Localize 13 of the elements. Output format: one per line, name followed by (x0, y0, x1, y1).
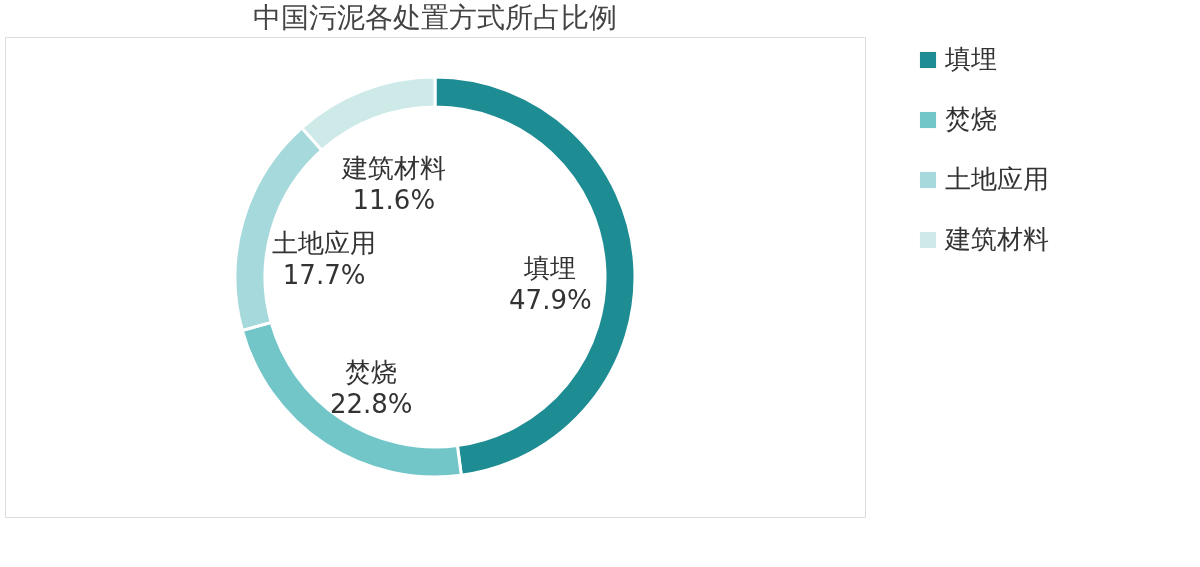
slice-label: 填埋 (523, 253, 577, 284)
slice-label: 建筑材料 (340, 152, 446, 183)
slice-label: 焚烧 (345, 357, 398, 388)
data-label: 22.8% (329, 389, 413, 420)
data-label: 11.6% (352, 184, 436, 215)
legend-label: 土地应用 (945, 164, 1049, 194)
data-label: 47.9% (509, 285, 592, 316)
chart-title: 中国污泥各处置方式所占比例 (253, 1, 617, 34)
legend-label: 建筑材料 (944, 224, 1049, 254)
legend-label: 焚烧 (945, 104, 997, 134)
data-label: 17.7% (282, 260, 366, 291)
legend-label: 填埋 (944, 44, 997, 74)
slice-label: 土地应用 (272, 228, 377, 259)
